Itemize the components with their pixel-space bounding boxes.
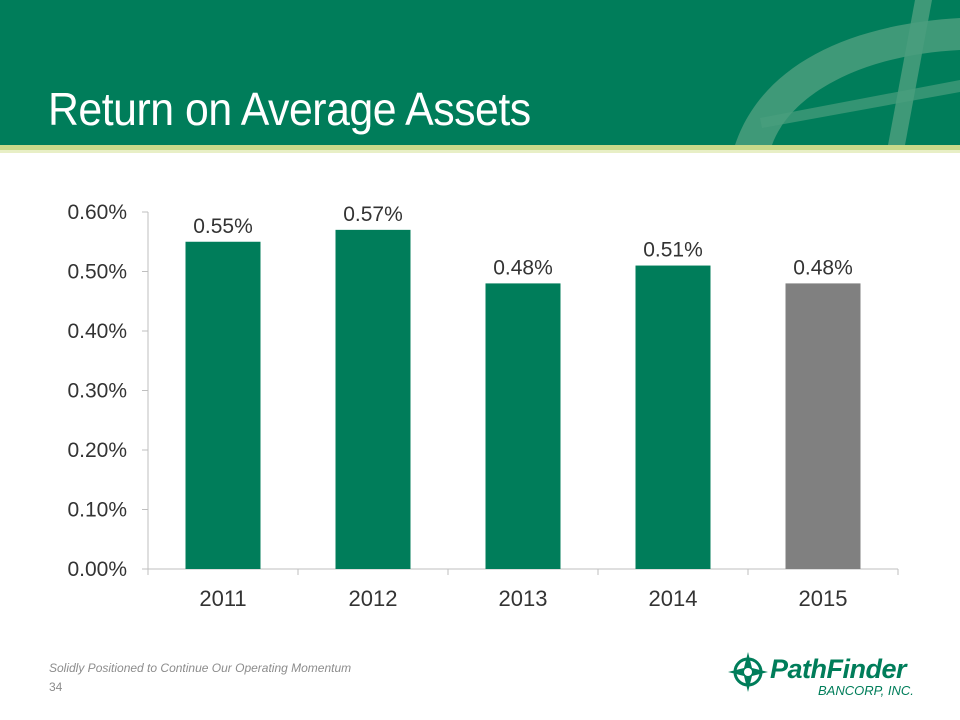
page-number: 34 — [49, 680, 63, 694]
x-tick-label-2013: 2013 — [499, 586, 548, 611]
data-label-2015: 0.48% — [793, 256, 853, 279]
data-label-2013: 0.48% — [493, 256, 553, 279]
page-title: Return on Average Assets — [48, 83, 531, 135]
x-tick-label-2015: 2015 — [799, 586, 848, 611]
data-labels: 0.55% 0.57% 0.48% 0.51% 0.48% — [193, 203, 853, 280]
y-tick-label: 0.50% — [67, 261, 127, 284]
title-banner: Return on Average Assets — [0, 0, 960, 145]
company-logo: PathFinder BANCORP, INC. — [726, 650, 916, 700]
y-tick-label: 0.10% — [67, 499, 127, 522]
footer-tagline: Solidly Positioned to Continue Our Opera… — [49, 661, 352, 675]
compass-swoosh-graphic — [735, 0, 960, 145]
x-tick-label-2012: 2012 — [349, 586, 398, 611]
bar-chart: 0.00% 0.10% 0.20% 0.30% 0.40% 0.50% 0.60% 2011… — [67, 201, 899, 611]
logo-wordmark: PathFinder — [770, 654, 907, 684]
x-tick-label-2014: 2014 — [649, 586, 698, 611]
bar-2014 — [635, 265, 711, 569]
bar-2011 — [185, 241, 261, 569]
bar-2013 — [485, 283, 561, 569]
x-axis: 2011 2012 2013 2014 2015 — [147, 568, 899, 611]
bars — [185, 229, 861, 569]
y-tick-label: 0.40% — [67, 320, 127, 343]
y-tick-label: 0.60% — [67, 201, 127, 224]
data-label-2012: 0.57% — [343, 203, 403, 226]
data-label-2014: 0.51% — [643, 239, 703, 262]
y-tick-label: 0.20% — [67, 439, 127, 462]
compass-star-icon — [728, 652, 768, 692]
y-tick-label: 0.00% — [67, 558, 127, 581]
logo-subtitle: BANCORP, INC. — [818, 683, 914, 698]
y-axis: 0.00% 0.10% 0.20% 0.30% 0.40% 0.50% 0.60% — [67, 201, 149, 581]
data-label-2011: 0.55% — [193, 215, 253, 238]
header-accent-rule — [0, 145, 960, 150]
x-tick-label-2011: 2011 — [199, 586, 246, 611]
bar-2012 — [335, 229, 411, 569]
y-tick-label: 0.30% — [67, 380, 127, 403]
header-accent-rule-pale — [0, 150, 960, 153]
bar-2015 — [785, 283, 861, 569]
